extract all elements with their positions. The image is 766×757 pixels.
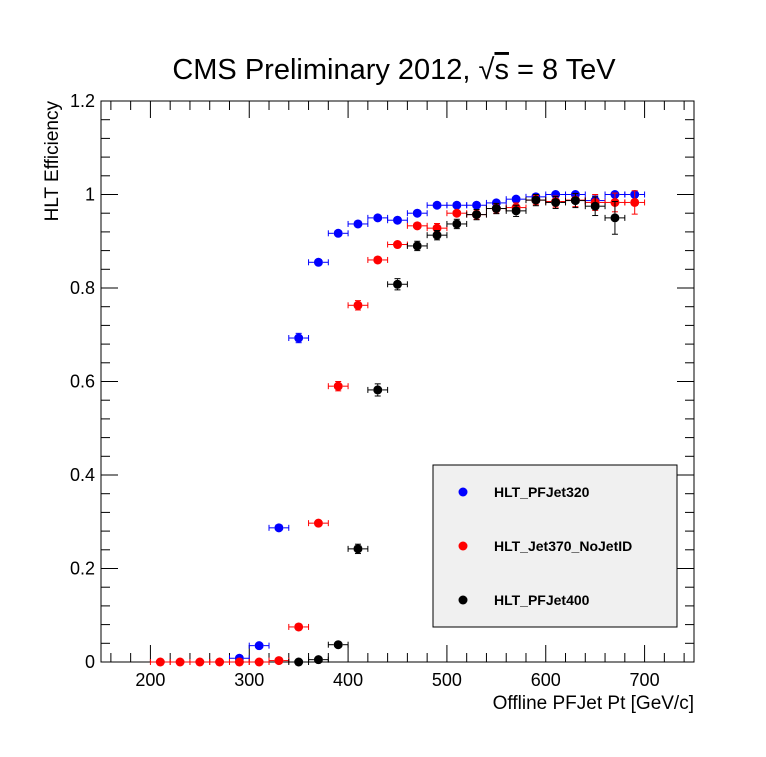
title-sqrt: √ [479, 54, 495, 86]
y-axis-ticks [101, 100, 694, 663]
data-point [215, 657, 225, 667]
x-tick-label: 500 [432, 670, 462, 690]
legend-marker-2 [458, 595, 468, 605]
data-point [432, 200, 442, 210]
y-tick-label: 0 [85, 652, 95, 672]
series-2 [288, 193, 626, 667]
data-point [195, 657, 205, 667]
data-point [294, 657, 304, 667]
data-point [294, 622, 304, 632]
x-tick-label: 200 [135, 670, 165, 690]
data-point [452, 219, 462, 229]
y-tick-label: 0.2 [70, 559, 95, 579]
data-point [254, 641, 264, 651]
title-s: s [494, 54, 509, 86]
y-tick-label: 0.8 [70, 278, 95, 298]
data-point [452, 200, 462, 210]
data-point [175, 657, 185, 667]
data-point [333, 640, 343, 650]
y-tick-label: 1 [85, 185, 95, 205]
data-point [393, 279, 402, 289]
y-axis-title: HLT Efficiency [42, 101, 63, 222]
data-point [373, 255, 383, 265]
legend-label-2: HLT_PFJet400 [494, 592, 590, 608]
data-point [570, 196, 580, 206]
y-tick-label: 0.6 [70, 372, 95, 392]
data-point [274, 523, 284, 533]
data-point [373, 213, 383, 223]
x-tick-label: 700 [630, 670, 660, 690]
data-point [373, 385, 383, 395]
data-point [610, 213, 620, 223]
data-point [393, 215, 402, 225]
data-point [551, 197, 561, 207]
y-tick-label: 0.4 [70, 465, 95, 485]
data-point [155, 657, 165, 667]
x-tick-label: 300 [234, 670, 264, 690]
data-point [234, 657, 244, 667]
data-point [491, 204, 501, 214]
data-point [472, 210, 482, 220]
data-point [511, 194, 521, 204]
data-point [511, 206, 521, 216]
data-point [630, 197, 640, 207]
chart-title: CMS Preliminary 2012, √s = 8 TeV [172, 54, 616, 86]
data-point [412, 221, 422, 231]
data-point [274, 656, 284, 666]
data-point [333, 381, 343, 391]
x-axis-tick-labels: 200 300 400 500 600 700 [135, 670, 659, 690]
x-tick-label: 400 [333, 670, 363, 690]
data-point [313, 655, 323, 665]
y-tick-label: 1.2 [70, 91, 95, 111]
data-point [393, 240, 402, 250]
x-tick-label: 600 [531, 670, 561, 690]
title-suffix: = 8 TeV [509, 54, 616, 86]
data-point [452, 208, 462, 218]
title-prefix: CMS Preliminary 2012, [172, 54, 478, 86]
data-point [353, 300, 363, 310]
data-point [333, 228, 343, 238]
data-point [254, 657, 264, 667]
legend-label-0: HLT_PFJet320 [494, 484, 590, 500]
data-point [590, 201, 600, 211]
data-point [432, 230, 442, 240]
data-point [412, 241, 422, 251]
data-series [149, 190, 646, 667]
data-point [412, 208, 422, 218]
x-axis-title: Offline PFJet Pt [GeV/c] [493, 693, 694, 714]
data-point [472, 200, 482, 210]
data-point [294, 333, 304, 343]
legend-box [432, 464, 678, 628]
data-point [353, 219, 363, 229]
data-point [353, 544, 363, 554]
data-point [531, 195, 541, 205]
data-point [313, 257, 323, 267]
legend-label-1: HLT_Jet370_NoJetID [494, 538, 632, 554]
legend: HLT_PFJet320 HLT_Jet370_NoJetID HLT_PFJe… [432, 464, 678, 628]
y-axis-tick-labels: 0 0.2 0.4 0.6 0.8 1 1.2 [70, 91, 95, 672]
data-point [313, 518, 323, 528]
legend-marker-0 [458, 487, 468, 497]
legend-marker-1 [458, 541, 468, 551]
